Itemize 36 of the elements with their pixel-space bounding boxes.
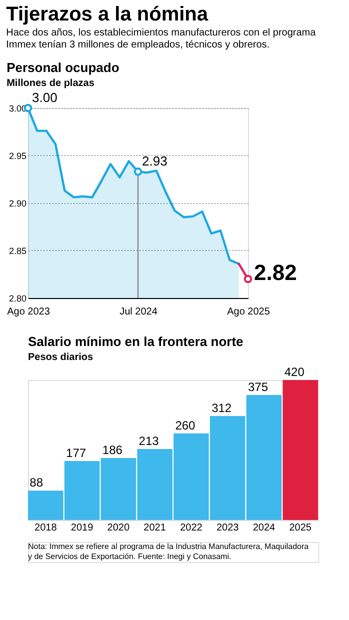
- x-tick-label: Ago 2023: [7, 306, 50, 318]
- data-label: 420: [284, 365, 305, 379]
- text: Hace dos años, los establecimientos manufactureros con el programa Immex tenían 3 millones de empleados, técnicos y obreros.: [6, 28, 316, 50]
- x-tick-label: 2020: [107, 522, 130, 534]
- x-tick-label: 2022: [180, 522, 203, 534]
- x-tick-label: 2018: [34, 522, 58, 534]
- chart-subtitle: Millones de plazas: [6, 78, 95, 89]
- y-tick-label: 2.85: [8, 246, 26, 256]
- y-tick-label: 2.90: [8, 198, 26, 208]
- text: Tijerazos a la nómina: [6, 4, 209, 26]
- point: [134, 167, 142, 176]
- data-label: 186: [102, 443, 123, 457]
- chart-title: Personal ocupado: [6, 60, 120, 75]
- y-tick-label: 2.80: [8, 294, 26, 304]
- chart-title: Salario mínimo en la frontera norte: [28, 334, 244, 349]
- x-tick-label: 2024: [252, 522, 276, 534]
- x-tick-label: 2023: [216, 522, 240, 534]
- x-tick-label: Jul 2024: [120, 306, 158, 318]
- annotation: 2.93: [142, 154, 168, 169]
- point: [244, 274, 252, 284]
- data-label: 213: [138, 434, 160, 448]
- x-tick-label: 2021: [144, 522, 166, 534]
- bar: [282, 380, 318, 520]
- data-label: 375: [248, 380, 268, 394]
- data-label: 260: [175, 418, 196, 432]
- x-tick-label: Ago 2025: [227, 306, 270, 318]
- chart-subtitle: Pesos diarios: [28, 352, 94, 363]
- x-tick-label: 2019: [70, 522, 94, 534]
- annotation: 2.82: [254, 260, 297, 285]
- data-label: 312: [212, 401, 232, 415]
- annotation: 3.00: [32, 90, 58, 105]
- data-label: 88: [30, 476, 44, 490]
- data-label: 177: [66, 446, 86, 460]
- x-tick-label: 2025: [289, 522, 312, 534]
- y-tick-label: 2.95: [8, 151, 26, 161]
- text: Nota: Immex se refiere al programa de la Industria Manufacturera, Maquiladora y de Servicios de Exportación. Fuente: Inegi y Conasami.: [28, 542, 310, 561]
